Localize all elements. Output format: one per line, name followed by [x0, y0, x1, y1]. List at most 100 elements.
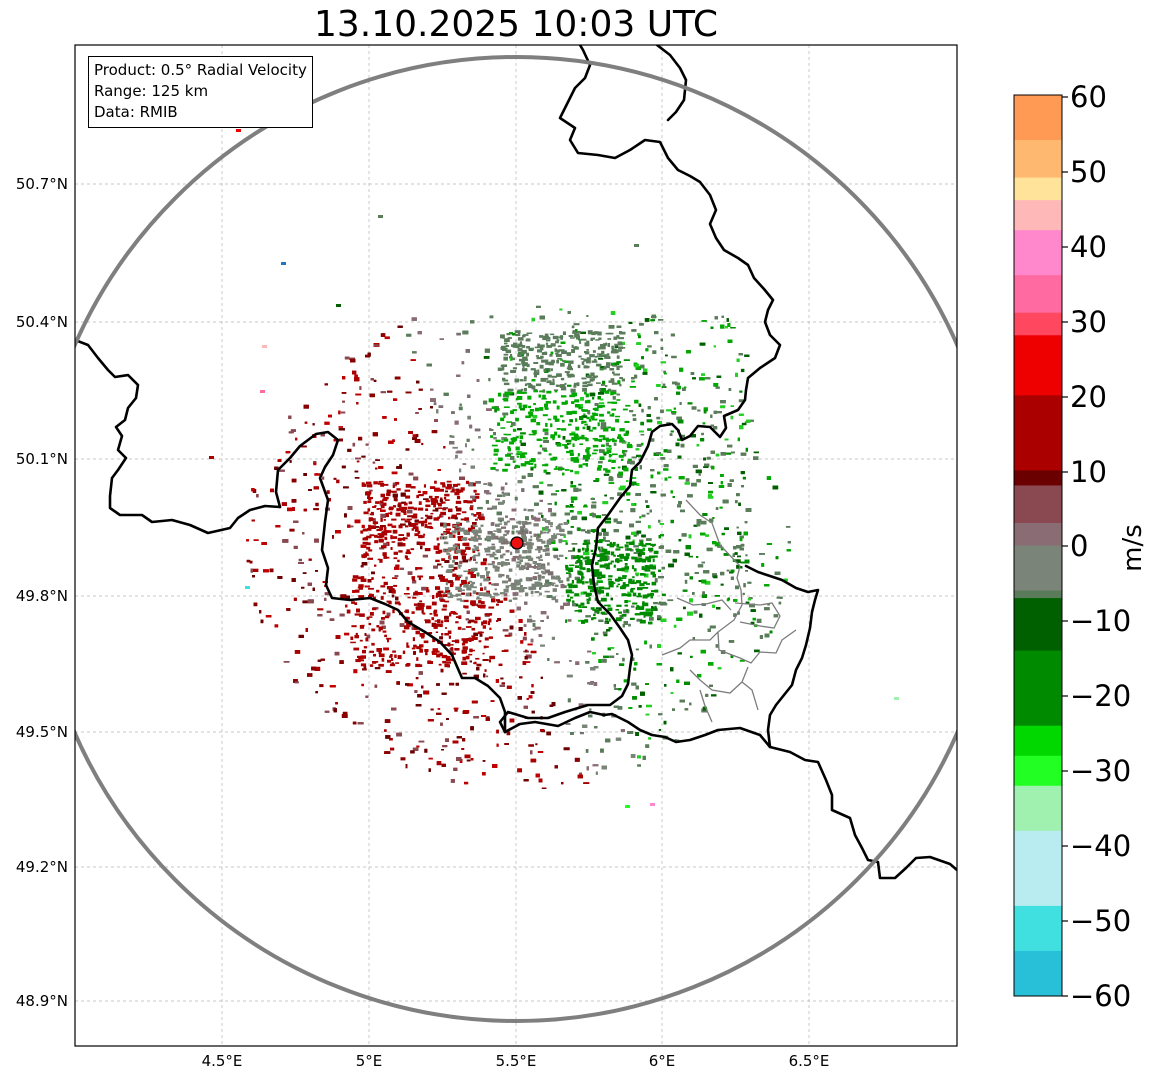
echo-cell — [726, 452, 732, 455]
echo-cell — [575, 556, 578, 559]
echo-cell — [456, 332, 461, 336]
echo-cell — [535, 743, 538, 746]
echo-cell — [407, 509, 413, 514]
echo-cell — [414, 690, 418, 693]
echo-cell — [432, 509, 436, 512]
echo-cell — [592, 397, 595, 400]
echo-cell — [759, 553, 765, 555]
echo-cell — [546, 731, 551, 736]
echo-cell — [335, 635, 341, 639]
echo-cell — [738, 399, 744, 403]
echo-cell — [259, 610, 262, 614]
echo-cell — [571, 349, 575, 353]
echo-cell — [394, 418, 397, 421]
echo-cell — [353, 669, 358, 674]
echo-cell — [684, 482, 690, 485]
echo-cell — [289, 528, 295, 532]
echo-cell — [679, 699, 685, 703]
echo-cell — [486, 573, 489, 577]
echo-cell — [604, 540, 610, 542]
echo-cell — [524, 601, 528, 605]
echo-cell — [701, 594, 707, 598]
echo-cell — [509, 332, 513, 335]
echo-cell — [621, 378, 625, 382]
echo-cell — [474, 428, 481, 432]
echo-cell — [308, 489, 312, 491]
echo-cell — [525, 654, 532, 659]
echo-cell — [385, 670, 392, 673]
echo-cell — [738, 413, 744, 416]
echo-cell — [693, 524, 698, 527]
echo-cell — [344, 356, 350, 360]
echo-cell — [600, 398, 604, 401]
echo-cell — [740, 368, 745, 373]
echo-cell — [418, 408, 422, 410]
echo-cell — [439, 338, 444, 340]
echo-cell — [769, 630, 773, 634]
echo-cell — [536, 546, 543, 551]
echo-cell — [560, 359, 563, 361]
echo-cell — [400, 757, 406, 761]
echo-cell — [491, 561, 495, 564]
echo-cell — [269, 568, 274, 573]
echo-cell — [421, 522, 424, 527]
echo-cell — [645, 713, 650, 716]
echo-cell — [580, 591, 584, 595]
echo-cell — [301, 445, 307, 448]
echo-cell — [501, 564, 504, 567]
echo-cell — [754, 649, 760, 653]
echo-cell — [632, 414, 636, 417]
echo-cell — [644, 573, 649, 578]
echo-cell — [407, 571, 413, 575]
echo-cell — [650, 491, 657, 494]
echo-cell — [705, 534, 709, 537]
echo-cell — [752, 617, 756, 621]
echo-cell — [470, 758, 474, 761]
echo-cell — [645, 608, 651, 612]
echo-cell — [395, 564, 400, 567]
echo-cell — [590, 498, 595, 500]
echo-cell — [614, 688, 619, 690]
echo-cell — [729, 479, 734, 482]
echo-cell — [730, 576, 734, 580]
echo-cell — [431, 430, 438, 434]
echo-cell — [579, 416, 584, 420]
echo-cell — [705, 377, 711, 380]
echo-cell — [651, 606, 654, 609]
echo-cell — [503, 593, 508, 597]
echo-cell — [726, 318, 729, 322]
echo-cell — [595, 478, 600, 482]
echo-cell — [736, 526, 739, 529]
echo-cell — [420, 517, 424, 519]
echo-cell — [459, 468, 462, 473]
echo-cell — [509, 625, 514, 630]
echo-cell — [646, 512, 650, 515]
echo-cell — [696, 444, 700, 447]
echo-cell — [578, 483, 582, 486]
echo-cell — [567, 311, 571, 314]
echo-cell — [739, 659, 745, 662]
echo-cell — [541, 540, 546, 544]
echo-cell — [599, 549, 603, 553]
echo-cell — [425, 500, 430, 503]
echo-cell — [285, 451, 291, 454]
echo-cell — [551, 702, 556, 707]
echo-cell — [639, 430, 644, 433]
echo-cell — [617, 474, 623, 478]
echo-cell — [571, 515, 578, 520]
echo-cell — [522, 661, 527, 665]
echo-cell — [720, 324, 725, 329]
echo-cell — [539, 499, 543, 502]
echo-cell — [383, 530, 389, 533]
echo-cell — [335, 530, 341, 534]
echo-cell — [293, 679, 298, 683]
echo-cell — [560, 584, 565, 589]
echo-cell — [313, 508, 319, 511]
echo-cell — [466, 610, 470, 614]
echo-cell — [720, 474, 724, 477]
echo-cell — [635, 448, 640, 451]
echo-cell — [720, 583, 724, 586]
echo-cell — [518, 619, 523, 623]
echo-cell — [703, 570, 710, 574]
echo-cell — [341, 465, 346, 469]
